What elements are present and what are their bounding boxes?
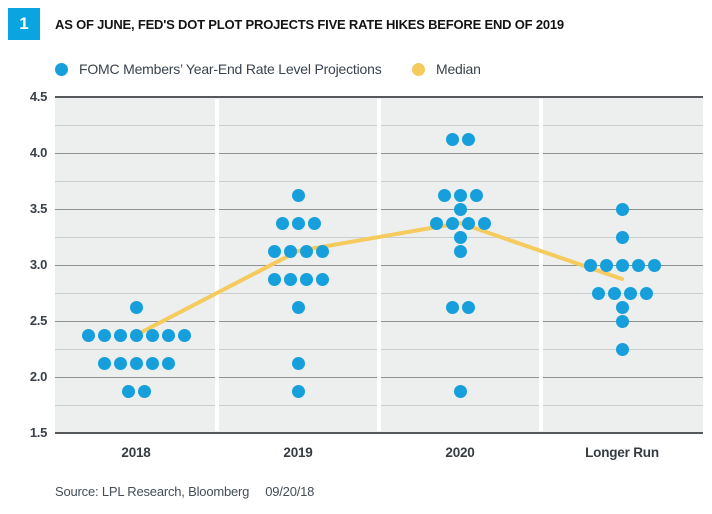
fomc-dot	[177, 328, 191, 342]
y-tick-label: 4.0	[29, 145, 47, 160]
y-tick-label: 3.5	[29, 201, 47, 216]
fomc-dot	[583, 258, 597, 272]
legend-label: FOMC Members’ Year-End Rate Level Projec…	[79, 61, 382, 77]
fomc-dot	[315, 244, 329, 258]
fomc-dot	[445, 300, 459, 314]
legend-label: Median	[436, 61, 481, 77]
fomc-dot	[267, 272, 281, 286]
x-tick-label: Longer Run	[585, 445, 659, 460]
y-tick-label: 2.5	[29, 313, 47, 328]
plot-area	[55, 96, 703, 434]
fomc-dot	[445, 216, 459, 230]
source-line: Source: LPL Research, Bloomberg 09/20/18	[55, 484, 314, 499]
fomc-dot	[437, 188, 451, 202]
fomc-dot	[145, 356, 159, 370]
x-tick-label: 2020	[445, 445, 475, 460]
fomc-dot	[623, 286, 637, 300]
fomc-dot	[461, 132, 475, 146]
fomc-dot	[591, 286, 605, 300]
fomc-dot	[615, 202, 629, 216]
fomc-dot	[291, 188, 305, 202]
fomc-dot	[291, 384, 305, 398]
y-tick-label: 1.5	[29, 425, 47, 440]
fomc-dot	[283, 244, 297, 258]
fomc-dot	[137, 384, 151, 398]
y-tick-label: 3.0	[29, 257, 47, 272]
y-axis-labels: 4.5 4.0 3.5 3.0 2.5 2.0 1.5	[0, 89, 47, 440]
fomc-dot	[113, 356, 127, 370]
y-tick-label: 4.5	[29, 89, 47, 104]
fomc-dot	[445, 132, 459, 146]
x-tick-label: 2019	[283, 445, 313, 460]
fomc-dot	[97, 328, 111, 342]
median-line-layer	[134, 221, 624, 337]
fomc-dot	[299, 244, 313, 258]
fomc-dot	[129, 328, 143, 342]
fomc-dot	[429, 216, 443, 230]
fomc-dot	[453, 384, 467, 398]
fomc-dot	[161, 328, 175, 342]
fomc-dot	[291, 300, 305, 314]
fomc-dot	[607, 286, 621, 300]
fomc-dot	[291, 216, 305, 230]
fomc-dot	[615, 230, 629, 244]
gridline	[55, 96, 703, 98]
legend-item-projections: FOMC Members’ Year-End Rate Level Projec…	[55, 61, 382, 77]
fomc-dot	[453, 230, 467, 244]
fomc-dot	[275, 216, 289, 230]
fomc-dot	[113, 328, 127, 342]
column-separator	[539, 99, 543, 431]
fomc-dot	[615, 314, 629, 328]
fomc-dot	[299, 272, 313, 286]
fomc-dot	[477, 216, 491, 230]
source-date: 09/20/18	[265, 484, 315, 499]
fomc-dot	[145, 328, 159, 342]
fomc-dot	[161, 356, 175, 370]
fomc-dot	[599, 258, 613, 272]
fomc-dot	[267, 244, 281, 258]
fomc-dot	[453, 202, 467, 216]
fomc-dot	[81, 328, 95, 342]
legend-item-median: Median	[412, 61, 481, 77]
fomc-dot	[283, 272, 297, 286]
gridline	[55, 432, 703, 434]
fomc-dot	[461, 300, 475, 314]
x-axis-labels: 2018 2019 2020 Longer Run	[55, 445, 703, 465]
median-line	[134, 221, 624, 337]
fomc-dot	[453, 244, 467, 258]
fomc-dot	[615, 258, 629, 272]
fomc-dot	[639, 286, 653, 300]
column-separator	[377, 99, 381, 431]
fomc-dot	[121, 384, 135, 398]
fomc-dot	[291, 356, 305, 370]
fomc-dot	[647, 258, 661, 272]
fomc-dot	[461, 216, 475, 230]
chart-legend: FOMC Members’ Year-End Rate Level Projec…	[0, 61, 712, 77]
figure-number-badge: 1	[8, 8, 40, 40]
y-tick-label: 2.0	[29, 369, 47, 384]
x-tick-label: 2018	[121, 445, 151, 460]
fomc-dot	[453, 188, 467, 202]
projections-dot-icon	[55, 62, 68, 76]
chart-title: AS OF JUNE, FED'S DOT PLOT PROJECTS FIVE…	[55, 16, 564, 32]
source-text: Source: LPL Research, Bloomberg	[55, 484, 250, 499]
fomc-dot	[315, 272, 329, 286]
fomc-dot	[129, 300, 143, 314]
fomc-dot	[615, 342, 629, 356]
column-separator	[215, 99, 219, 431]
fomc-dot	[631, 258, 645, 272]
fomc-dot	[97, 356, 111, 370]
fomc-dot	[469, 188, 483, 202]
fomc-dot	[129, 356, 143, 370]
median-dot-icon	[412, 62, 425, 76]
fomc-dot	[307, 216, 321, 230]
fomc-dot	[615, 300, 629, 314]
